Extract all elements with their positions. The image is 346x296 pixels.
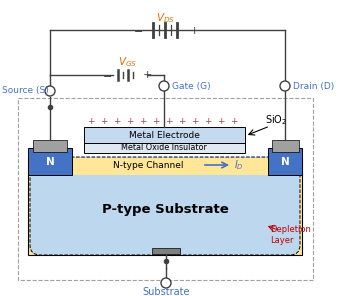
Text: $+$: $+$ xyxy=(189,25,199,36)
Text: $-$: $-$ xyxy=(133,25,143,35)
Text: N-type Channel: N-type Channel xyxy=(113,160,183,170)
Bar xyxy=(272,140,299,152)
Bar xyxy=(28,158,302,255)
Text: +: + xyxy=(178,118,186,126)
Bar xyxy=(18,98,313,280)
Text: Substrate: Substrate xyxy=(142,287,190,296)
Text: +: + xyxy=(139,118,147,126)
Text: +: + xyxy=(165,118,173,126)
Text: +: + xyxy=(100,118,108,126)
Text: +: + xyxy=(152,118,160,126)
Circle shape xyxy=(45,86,55,96)
Bar xyxy=(152,248,180,254)
Text: Metal Electrode: Metal Electrode xyxy=(129,131,199,139)
Bar xyxy=(268,148,302,175)
Text: +: + xyxy=(191,118,199,126)
Text: Drain (D): Drain (D) xyxy=(293,81,334,91)
Circle shape xyxy=(161,278,171,288)
Text: N: N xyxy=(46,157,54,167)
Text: $+$: $+$ xyxy=(142,70,152,81)
Text: N: N xyxy=(281,157,289,167)
Bar xyxy=(28,148,72,175)
FancyBboxPatch shape xyxy=(30,157,300,255)
Text: +: + xyxy=(113,118,121,126)
Text: Depletion
Layer: Depletion Layer xyxy=(270,225,311,245)
Text: +: + xyxy=(217,118,225,126)
Text: $I_D$: $I_D$ xyxy=(234,158,244,172)
Text: $V_{GS}$: $V_{GS}$ xyxy=(118,55,138,69)
Text: Gate (G): Gate (G) xyxy=(172,81,211,91)
Text: $V_{DS}$: $V_{DS}$ xyxy=(156,11,175,25)
Text: P-type Substrate: P-type Substrate xyxy=(102,204,228,216)
Text: +: + xyxy=(126,118,134,126)
Text: +: + xyxy=(87,118,95,126)
Text: Source (S): Source (S) xyxy=(2,86,49,96)
Bar xyxy=(84,127,245,143)
Text: +: + xyxy=(204,118,212,126)
Bar xyxy=(72,158,268,175)
Text: $-$: $-$ xyxy=(102,70,112,80)
Text: SiO$_2$: SiO$_2$ xyxy=(265,113,287,127)
Circle shape xyxy=(159,81,169,91)
Bar xyxy=(33,140,67,152)
Text: Metal Oxide Insulator: Metal Oxide Insulator xyxy=(121,144,207,152)
Text: +: + xyxy=(230,118,238,126)
Bar xyxy=(84,143,245,153)
Circle shape xyxy=(280,81,290,91)
